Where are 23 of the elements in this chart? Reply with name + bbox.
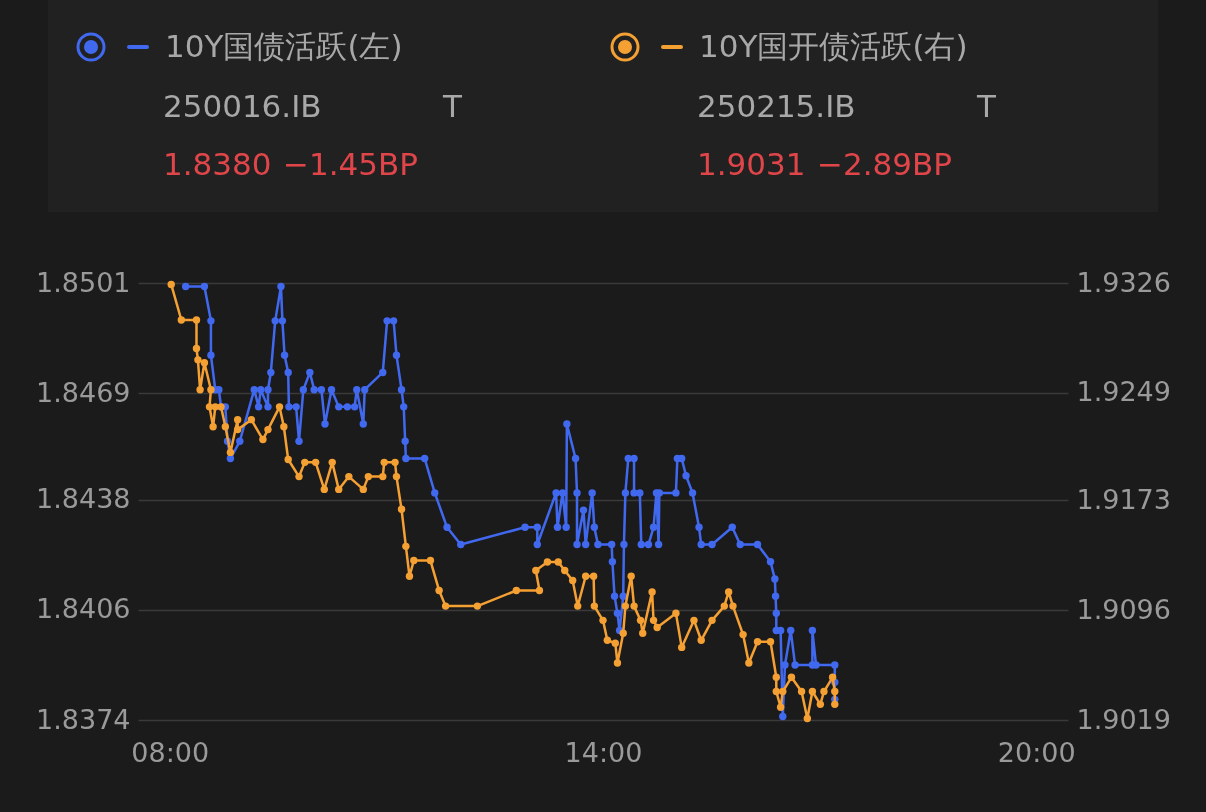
text: T: [977, 88, 996, 124]
text: 1.8380: [163, 146, 272, 182]
x-tick-label: 08:00: [131, 736, 210, 768]
y2-tick-label: 1.9249: [1076, 376, 1171, 408]
text: 250215.IB: [697, 88, 856, 124]
y-tick-label: 1.8374: [36, 703, 131, 735]
text: −1.45BP: [283, 146, 418, 182]
text: 1.9031: [697, 146, 806, 182]
y-tick-label: 1.8501: [36, 266, 131, 298]
y-tick-label: 1.8406: [36, 593, 131, 625]
x-tick-label: 14:00: [564, 736, 643, 768]
text: 250016.IB: [163, 88, 322, 124]
legend-label: 10Y国开债活跃(右): [699, 27, 968, 66]
text: T: [443, 88, 462, 124]
x-tick-label: 20:00: [997, 736, 1076, 768]
text: −2.89BP: [817, 146, 952, 182]
y2-tick-label: 1.9173: [1076, 484, 1171, 516]
y-tick-label: 1.8469: [36, 376, 131, 408]
y2-tick-label: 1.9019: [1076, 703, 1171, 735]
y2-tick-label: 1.9326: [1076, 266, 1171, 298]
legend-label: 10Y国债活跃(左): [165, 27, 403, 66]
y-tick-label: 1.8438: [36, 483, 131, 515]
y2-tick-label: 1.9096: [1076, 593, 1171, 625]
